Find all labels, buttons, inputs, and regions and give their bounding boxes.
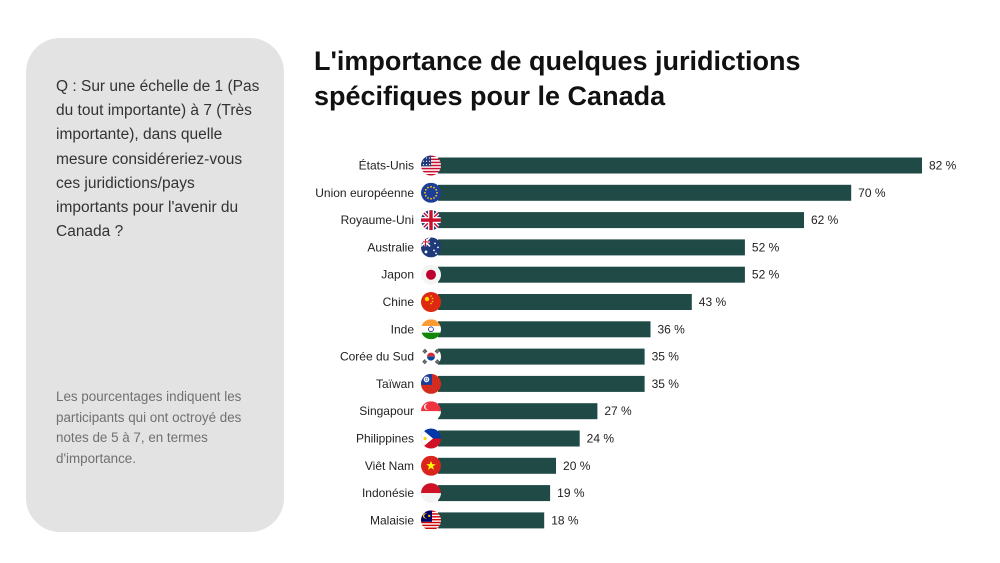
vietnam-flag-icon xyxy=(421,455,441,476)
bar xyxy=(438,212,804,229)
value-label: 19 % xyxy=(557,486,585,500)
bar xyxy=(438,184,852,201)
india-flag-icon xyxy=(421,319,441,340)
value-label: 27 % xyxy=(604,404,632,418)
value-label: 35 % xyxy=(652,377,680,391)
bar xyxy=(438,457,556,474)
category-label: Australie xyxy=(367,240,414,254)
value-label: 18 % xyxy=(551,513,579,527)
category-label: Corée du Sud xyxy=(340,350,414,364)
value-label: 52 % xyxy=(752,240,780,254)
eu-flag-icon xyxy=(421,182,441,203)
category-label: Malaisie xyxy=(370,513,414,527)
category-label: Viêt Nam xyxy=(365,459,414,473)
philippines-flag-icon xyxy=(421,428,441,449)
bar xyxy=(438,348,645,365)
value-label: 62 % xyxy=(811,213,839,227)
australia-flag-icon xyxy=(421,237,441,258)
category-label: Philippines xyxy=(356,432,414,446)
bar xyxy=(438,375,645,392)
bar xyxy=(438,430,580,447)
us-flag-icon xyxy=(421,155,441,176)
category-label: États-Unis xyxy=(359,158,414,173)
category-label: Taïwan xyxy=(376,377,414,391)
percentage-note: Les pourcentages indiquent les participa… xyxy=(56,389,242,466)
indonesia-flag-icon xyxy=(421,483,441,504)
value-label: 36 % xyxy=(657,322,685,336)
category-label: Japon xyxy=(381,268,414,282)
south-korea-flag-icon xyxy=(421,346,441,367)
category-label: Royaume-Uni xyxy=(341,213,414,227)
value-label: 82 % xyxy=(929,159,957,173)
value-label: 70 % xyxy=(858,186,886,200)
category-label: Union européenne xyxy=(315,186,414,200)
uk-flag-icon xyxy=(421,210,441,231)
category-label: Inde xyxy=(391,322,415,336)
singapore-flag-icon xyxy=(421,401,441,422)
bar xyxy=(438,266,745,283)
china-flag-icon xyxy=(421,292,441,312)
value-label: 20 % xyxy=(563,459,591,473)
malaysia-flag-icon xyxy=(421,510,441,531)
survey-question: Q : Sur une échelle de 1 (Pas du tout im… xyxy=(56,78,260,241)
bar xyxy=(438,485,551,502)
chart-title: L'importance de quelques juridictions sp… xyxy=(314,46,801,111)
japan-flag-icon xyxy=(421,264,441,285)
taiwan-flag-icon xyxy=(421,373,441,394)
value-label: 35 % xyxy=(652,350,680,364)
bar xyxy=(438,403,598,420)
bar xyxy=(438,321,651,338)
value-label: 24 % xyxy=(587,432,615,446)
bar xyxy=(438,512,545,529)
bar xyxy=(438,294,692,310)
category-label: Singapour xyxy=(359,404,414,418)
bar xyxy=(438,157,922,174)
value-label: 43 % xyxy=(699,295,727,309)
value-label: 52 % xyxy=(752,268,780,282)
category-label: Chine xyxy=(383,295,415,309)
question-panel: Q : Sur une échelle de 1 (Pas du tout im… xyxy=(26,38,284,532)
bar xyxy=(438,239,745,256)
category-label: Indonésie xyxy=(362,486,414,500)
